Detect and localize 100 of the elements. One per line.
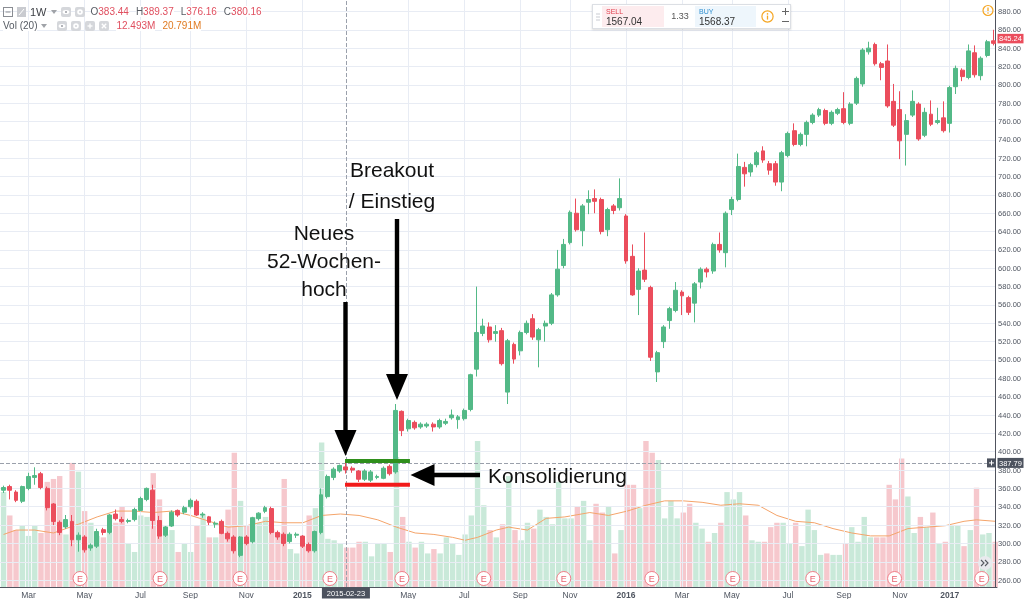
candlestick bbox=[512, 342, 516, 365]
x-tick-label: May bbox=[400, 589, 417, 599]
x-tick-label: May bbox=[723, 589, 741, 599]
annotation: E bbox=[237, 574, 244, 584]
candlestick bbox=[126, 518, 131, 524]
candlestick bbox=[580, 203, 585, 247]
candlestick bbox=[175, 509, 180, 518]
candlestick bbox=[904, 113, 909, 167]
candlestick bbox=[207, 515, 211, 526]
text: 1W bbox=[30, 5, 47, 18]
annotation: 1567.04 bbox=[606, 16, 644, 27]
e-badge: E bbox=[152, 571, 168, 586]
bar bbox=[824, 553, 830, 587]
x-tick-label: Sep bbox=[512, 589, 529, 599]
annotation: E bbox=[891, 574, 898, 584]
candlestick bbox=[200, 511, 205, 519]
candlestick bbox=[935, 107, 940, 125]
candlestick bbox=[38, 471, 43, 490]
annotation: E bbox=[809, 574, 816, 584]
candlestick bbox=[966, 43, 971, 80]
candlestick bbox=[680, 289, 684, 316]
candlestick bbox=[530, 313, 535, 341]
candlestick bbox=[182, 505, 187, 515]
candlestick bbox=[953, 65, 958, 95]
candlestick bbox=[711, 242, 716, 275]
bar bbox=[930, 512, 936, 587]
e-badge: E bbox=[644, 571, 660, 586]
x-tick-label: Mar bbox=[21, 589, 36, 599]
candlestick bbox=[101, 527, 106, 536]
chart-title: Vol (20) bbox=[3, 20, 38, 31]
candlestick bbox=[294, 531, 299, 539]
candlestick bbox=[213, 520, 218, 529]
bar bbox=[69, 462, 75, 587]
bar bbox=[961, 546, 967, 587]
x-tick-label: 2016 bbox=[616, 589, 636, 599]
bar bbox=[618, 530, 624, 587]
candlestick bbox=[113, 509, 118, 521]
candlestick bbox=[723, 210, 728, 268]
candlestick bbox=[922, 107, 927, 138]
candlestick bbox=[499, 327, 504, 366]
candlestick bbox=[841, 91, 846, 125]
x-tick-label: Sep bbox=[836, 589, 852, 599]
annotation: 1.33 bbox=[670, 11, 690, 21]
candlestick bbox=[449, 409, 454, 421]
annotation: 12.493M bbox=[116, 20, 156, 31]
x-tick-label: 2017 bbox=[940, 589, 960, 599]
candlestick bbox=[642, 232, 647, 283]
e-badge: E bbox=[887, 571, 903, 586]
x-tick-label: Nov bbox=[892, 589, 909, 599]
e-badge: E bbox=[476, 571, 492, 586]
bar bbox=[194, 525, 200, 587]
e-badge: E bbox=[725, 571, 741, 586]
candlestick bbox=[972, 44, 977, 78]
candlestick bbox=[287, 531, 292, 544]
annotation: Breakout / Einstieg bbox=[348, 157, 436, 212]
candlestick bbox=[14, 489, 18, 503]
candlestick bbox=[493, 324, 498, 343]
candlestick bbox=[536, 327, 541, 368]
x-tick-label: 2015 bbox=[292, 589, 313, 599]
annotation: Konsolidierung bbox=[488, 463, 627, 487]
candlestick bbox=[574, 198, 579, 233]
e-badge: E bbox=[805, 571, 821, 586]
candlestick bbox=[704, 266, 709, 278]
candlestick bbox=[655, 350, 660, 383]
bar bbox=[63, 534, 69, 587]
candlestick bbox=[823, 108, 828, 126]
annotation: E bbox=[480, 574, 487, 584]
candlestick bbox=[468, 373, 473, 412]
e-badge: E bbox=[556, 571, 572, 586]
candlestick bbox=[505, 338, 510, 405]
candlestick bbox=[910, 89, 915, 118]
bar bbox=[512, 530, 518, 587]
x-tick-label: Nov bbox=[238, 589, 255, 599]
annotation: Neues 52-Wochen- hoch bbox=[266, 220, 382, 300]
candlestick bbox=[624, 213, 628, 265]
candlestick bbox=[63, 514, 68, 530]
candlestick bbox=[592, 188, 597, 214]
candlestick bbox=[985, 39, 990, 58]
candlestick bbox=[119, 516, 124, 524]
candlestick bbox=[456, 414, 460, 430]
candlestick bbox=[381, 465, 386, 480]
candlestick bbox=[742, 161, 747, 188]
candlestick bbox=[817, 107, 821, 118]
candlestick bbox=[605, 207, 610, 237]
candlestick bbox=[648, 285, 653, 362]
candlestick bbox=[263, 505, 267, 514]
candlestick bbox=[387, 464, 392, 477]
annotation: E bbox=[398, 574, 405, 584]
candlestick bbox=[761, 145, 765, 164]
candlestick bbox=[406, 418, 411, 433]
candlestick bbox=[692, 281, 697, 323]
candlestick bbox=[568, 209, 572, 245]
bar bbox=[936, 543, 942, 587]
x-tick-label: Mar bbox=[674, 589, 690, 599]
candlestick bbox=[194, 498, 199, 517]
candlestick bbox=[431, 421, 436, 433]
annotation: E bbox=[326, 574, 333, 584]
candlestick bbox=[991, 29, 996, 46]
candlestick bbox=[717, 232, 722, 254]
candlestick bbox=[729, 196, 734, 216]
